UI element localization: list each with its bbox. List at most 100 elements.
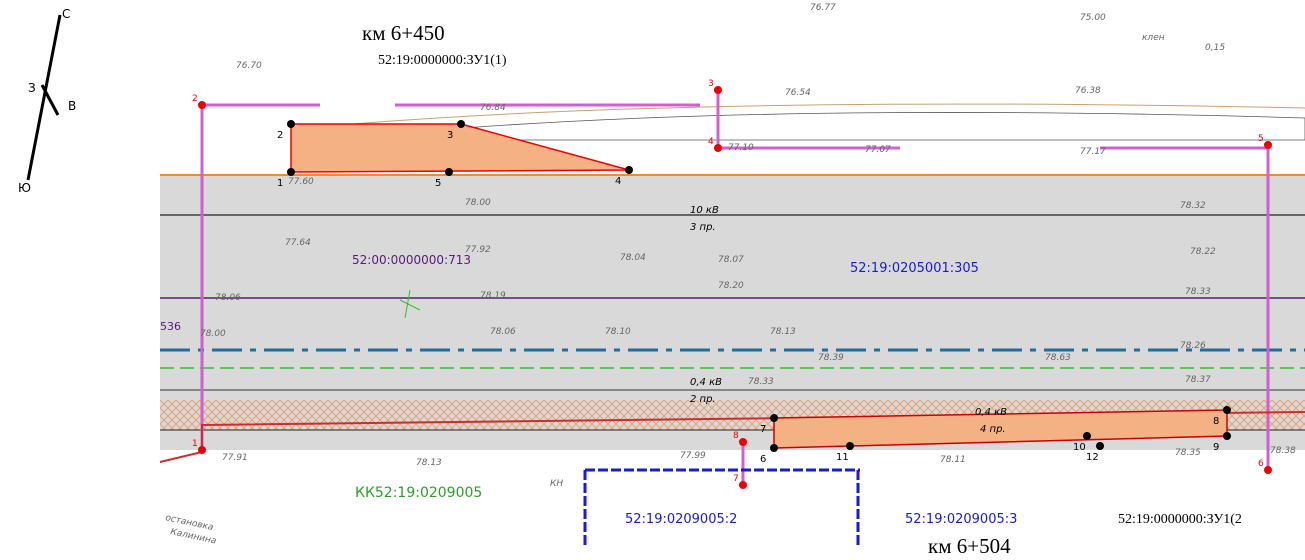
turn-point (445, 168, 453, 176)
turn-point (1083, 432, 1091, 440)
boundary-point (198, 446, 206, 454)
parcel-label: 52:19:0000000:ЗУ1(1) (378, 53, 507, 68)
parcel-label: 52:19:0205001:305 (850, 261, 979, 276)
turn-point-label: 10 (1073, 442, 1086, 453)
power-line-label: 10 кВ (690, 205, 719, 216)
compass-label: В (68, 99, 76, 113)
elevation-label: 78.35 (1175, 448, 1201, 458)
elevation-label: 78.00 (465, 198, 491, 208)
compass-label: С (62, 7, 70, 21)
turn-point-label: 11 (836, 452, 849, 463)
boundary-point-label: 7 (733, 474, 739, 484)
elevation-label: 78.22 (1190, 247, 1216, 257)
boundary-point-label: 3 (708, 79, 714, 89)
labels: З С В Ю км 6+450 км 6+504 52:19:0000000:… (18, 7, 1242, 558)
elevation-label: 78.06 (215, 293, 241, 303)
elevation-label: 78.04 (620, 253, 646, 263)
turn-point-label: 8 (1213, 416, 1219, 427)
elevations: 76.70 77.60 78.00 77.64 77.92 78.04 78.07 78.20… (200, 3, 1296, 468)
elevation-label: 78.11 (940, 455, 966, 465)
elevation-label: 77.91 (222, 453, 248, 463)
turn-point (1096, 442, 1104, 450)
turn-point (846, 442, 854, 450)
elevation-label: 78.06 (490, 327, 516, 337)
boundary-point (714, 144, 722, 152)
boundary-point-label: 2 (192, 94, 198, 104)
compass-label: З (28, 81, 36, 95)
elevation-label: 78.39 (818, 353, 844, 363)
turn-point-label: 2 (277, 130, 283, 141)
boundary-point (714, 86, 722, 94)
boundary-point (1264, 141, 1272, 149)
turn-point-label: 5 (435, 178, 441, 189)
elevation-label: 78.07 (718, 255, 744, 265)
map-label: КН (550, 479, 563, 489)
elevation-label: 76.70 (236, 61, 262, 71)
parcel-label: 52:00:0000000:713 (352, 253, 471, 267)
elevation-label: 76.84 (480, 103, 506, 113)
power-line-label: 0,4 кВ (975, 407, 1007, 418)
boundary-point (739, 481, 747, 489)
tree-label: клен (1142, 33, 1165, 43)
parcel-label: 52:19:0209005:2 (625, 512, 737, 527)
turn-point-label: 3 (447, 130, 453, 141)
elevation-label: 77.60 (288, 177, 314, 187)
turn-point-label: 4 (615, 176, 621, 187)
elevation-label: 78.13 (770, 327, 796, 337)
elevation-label: 76.77 (810, 3, 836, 13)
elevation-label: 78.38 (1270, 446, 1296, 456)
elevation-label: 78.33 (748, 377, 774, 387)
turn-point (770, 414, 778, 422)
turn-point (287, 168, 295, 176)
parcel-label: 536 (160, 320, 181, 333)
turn-point (457, 120, 465, 128)
elevation-label: 78.19 (480, 291, 506, 301)
elevation-label: 77.92 (465, 245, 491, 255)
elevation-label: 77.64 (285, 238, 311, 248)
boundary-point-label: 1 (192, 439, 198, 449)
turn-point (287, 120, 295, 128)
boundary-point-label: 8 (733, 431, 739, 441)
power-line-label: 4 пр. (980, 424, 1006, 435)
turn-point (625, 166, 633, 174)
elevation-label: 78.32 (1180, 201, 1206, 211)
boundary-point (1264, 466, 1272, 474)
elevation-label: 78.33 (1185, 287, 1211, 297)
elevation-label: 78.10 (605, 327, 631, 337)
boundary-point (198, 101, 206, 109)
map-base (26, 14, 1305, 545)
km-label: км 6+450 (362, 21, 445, 45)
elevation-label: 78.00 (200, 329, 226, 339)
tree-label: 0,15 (1205, 43, 1225, 53)
turn-point (1223, 432, 1231, 440)
elevation-label: 78.26 (1180, 341, 1206, 351)
turn-point-label: 1 (277, 178, 283, 189)
parcel-label: КК52:19:0209005 (355, 485, 482, 501)
elevation-label: 78.63 (1045, 353, 1071, 363)
boundary-point-label: 6 (1258, 459, 1264, 469)
elevation-label: 77.17 (1080, 147, 1106, 157)
power-line-label: 0,4 кВ (690, 377, 722, 388)
turn-point-label: 7 (760, 424, 766, 435)
turn-point (1223, 406, 1231, 414)
parcel-label: 52:19:0000000:ЗУ1(2 (1118, 512, 1242, 527)
power-line-label: 3 пр. (690, 222, 716, 233)
boundary-point-label: 5 (1258, 134, 1264, 144)
elevation-label: 76.54 (785, 88, 811, 98)
elevation-label: 77.99 (680, 451, 706, 461)
elevation-label: 78.20 (718, 281, 744, 291)
elevation-label: 78.37 (1185, 375, 1211, 385)
km-label: км 6+504 (928, 534, 1011, 558)
power-line-label: 2 пр. (690, 394, 716, 405)
elevation-label: 78.13 (416, 458, 442, 468)
compass-label: Ю (18, 181, 31, 195)
elevation-label: 75.00 (1080, 13, 1106, 23)
parcel-label: 52:19:0209005:3 (905, 512, 1017, 527)
elevation-label: 77.10 (728, 143, 754, 153)
turn-point-label: 9 (1213, 442, 1219, 453)
boundary-point-label: 4 (708, 137, 714, 147)
turn-point-label: 12 (1086, 452, 1099, 463)
turn-point (770, 444, 778, 452)
